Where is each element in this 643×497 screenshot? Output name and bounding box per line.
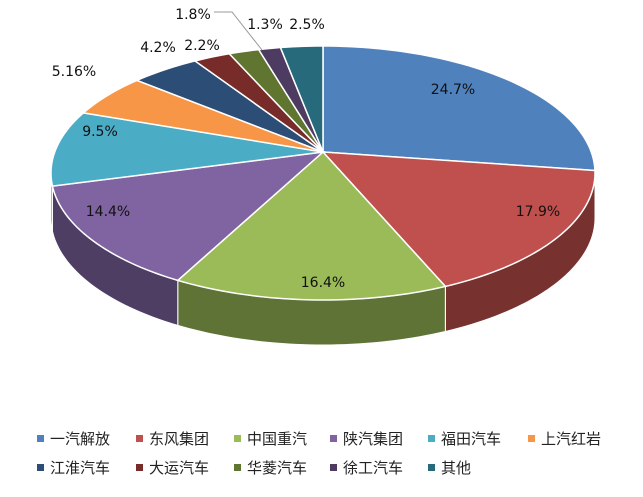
pie-slice-5 xyxy=(81,79,324,153)
data-label: 2.2% xyxy=(184,38,220,54)
pie-slice-8 xyxy=(227,48,324,153)
data-label: 1.3% xyxy=(247,17,283,33)
data-label: 1.8% xyxy=(175,7,211,23)
data-label: 17.9% xyxy=(516,204,560,220)
data-label: 4.2% xyxy=(140,40,176,56)
pie-slice-3 xyxy=(51,150,326,282)
data-label: 5.16% xyxy=(52,64,96,80)
data-label: 2.5% xyxy=(289,17,325,33)
pie-slice-2 xyxy=(176,150,447,301)
leader-line xyxy=(214,11,263,51)
pie-slice-6 xyxy=(134,60,324,153)
pie-slice-10 xyxy=(279,45,324,153)
pie-slice-0 xyxy=(322,45,596,172)
pie-slice-7 xyxy=(193,52,324,153)
data-label: 14.4% xyxy=(86,204,130,220)
data-label: 9.5% xyxy=(82,124,118,140)
pie-slice-1 xyxy=(321,151,596,288)
data-label: 16.4% xyxy=(301,275,345,291)
pie-slice-4 xyxy=(50,112,324,187)
data-label: 24.7% xyxy=(431,82,475,98)
